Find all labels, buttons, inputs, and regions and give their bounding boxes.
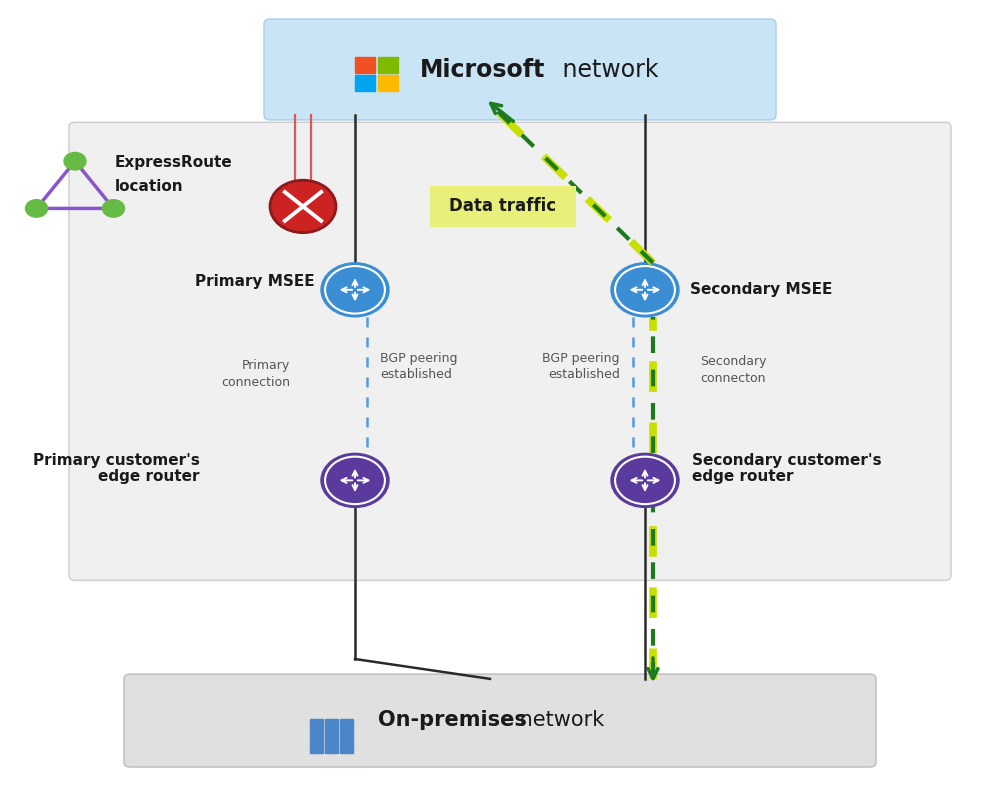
Circle shape: [64, 152, 86, 170]
Bar: [325, 719, 338, 729]
Circle shape: [321, 453, 389, 507]
Bar: [325, 730, 338, 741]
Text: location: location: [115, 179, 184, 194]
Bar: [355, 57, 375, 73]
FancyBboxPatch shape: [264, 19, 776, 120]
Circle shape: [270, 180, 336, 233]
Bar: [310, 719, 323, 729]
Bar: [355, 75, 375, 91]
Text: Primary: Primary: [242, 359, 290, 372]
FancyBboxPatch shape: [69, 122, 951, 580]
Text: connection: connection: [221, 376, 290, 389]
Bar: [310, 730, 323, 741]
Text: Data traffic: Data traffic: [449, 198, 557, 215]
Text: connecton: connecton: [700, 372, 766, 385]
FancyBboxPatch shape: [430, 186, 576, 227]
Text: network: network: [513, 710, 604, 730]
Text: established: established: [548, 368, 620, 381]
Text: Microsoft: Microsoft: [420, 58, 545, 82]
Bar: [340, 730, 353, 741]
Text: edge router: edge router: [98, 469, 200, 484]
Text: Primary customer's: Primary customer's: [33, 453, 200, 468]
Bar: [325, 742, 338, 753]
Circle shape: [611, 263, 679, 317]
Text: network: network: [555, 58, 658, 82]
Circle shape: [103, 199, 124, 217]
Text: On-premises: On-premises: [378, 710, 527, 730]
Bar: [378, 57, 398, 73]
Text: BGP peering: BGP peering: [542, 353, 620, 365]
Circle shape: [321, 263, 389, 317]
FancyBboxPatch shape: [124, 674, 876, 767]
Bar: [310, 742, 323, 753]
Text: Secondary customer's: Secondary customer's: [692, 453, 882, 468]
Text: BGP peering: BGP peering: [380, 353, 458, 365]
Text: Secondary MSEE: Secondary MSEE: [690, 283, 832, 297]
Text: established: established: [380, 368, 452, 381]
Text: Secondary: Secondary: [700, 355, 767, 368]
Text: ExpressRoute: ExpressRoute: [115, 156, 233, 170]
Text: Primary MSEE: Primary MSEE: [195, 275, 315, 289]
Circle shape: [25, 199, 47, 217]
Circle shape: [611, 453, 679, 507]
Bar: [340, 719, 353, 729]
Text: edge router: edge router: [692, 469, 794, 484]
Bar: [378, 75, 398, 91]
Bar: [340, 742, 353, 753]
